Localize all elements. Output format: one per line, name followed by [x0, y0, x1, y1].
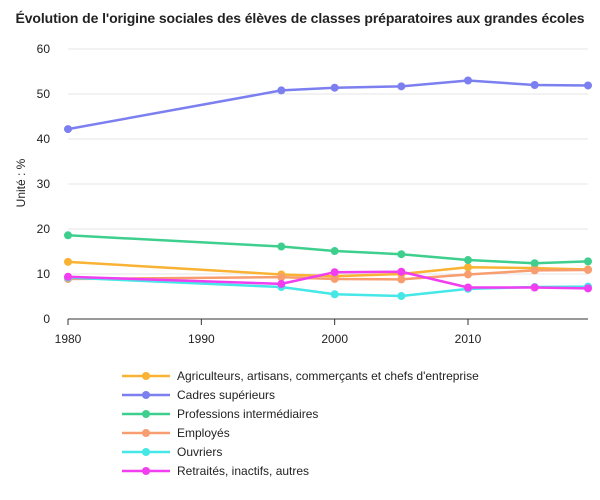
- data-point: [64, 257, 72, 266]
- legend-label: Ouvriers: [177, 445, 222, 459]
- y-tick-label: 30: [37, 177, 51, 191]
- data-point: [330, 268, 339, 277]
- data-point: [584, 265, 592, 274]
- legend: Agriculteurs, artisans, commerçants et c…: [122, 369, 479, 478]
- data-point: [530, 81, 539, 89]
- y-tick-label: 10: [37, 267, 51, 281]
- data-point: [64, 231, 72, 240]
- data-point: [464, 263, 472, 272]
- legend-label: Employés: [177, 426, 230, 440]
- legend-swatch-marker: [142, 467, 150, 475]
- series-line: [66, 79, 590, 131]
- legend-swatch-marker: [142, 391, 150, 399]
- x-tick-label: 2010: [455, 332, 482, 346]
- data-point: [530, 266, 539, 275]
- data-point: [64, 125, 72, 134]
- data-point: [277, 86, 286, 95]
- data-point: [64, 272, 72, 281]
- data-point: [277, 242, 286, 251]
- data-point: [397, 82, 406, 91]
- data-point: [277, 279, 286, 288]
- data-point: [584, 284, 592, 293]
- data-point: [397, 250, 406, 259]
- legend-label: Retraités, inactifs, autres: [177, 464, 309, 478]
- data-point: [464, 256, 472, 265]
- legend-label: Agriculteurs, artisans, commerçants et c…: [177, 369, 479, 383]
- data-point: [330, 83, 339, 92]
- y-tick-label: 20: [37, 222, 51, 236]
- data-point: [397, 267, 406, 276]
- data-point: [397, 275, 406, 284]
- data-point: [584, 81, 592, 90]
- legend-swatch-marker: [142, 372, 150, 380]
- data-point: [530, 283, 539, 292]
- legend-swatch-marker: [142, 448, 150, 456]
- data-point: [330, 274, 339, 283]
- legend-swatch-marker: [142, 410, 150, 418]
- data-point: [464, 270, 472, 279]
- y-axis-label: Unité : %: [14, 158, 28, 207]
- data-point: [330, 247, 339, 256]
- data-point: [530, 259, 539, 268]
- y-tick-label: 40: [37, 132, 51, 146]
- legend-label: Professions intermédiaires: [177, 407, 318, 421]
- legend-swatch-marker: [142, 429, 150, 437]
- chart-title: Évolution de l'origine sociales des élèv…: [15, 10, 585, 26]
- data-point: [277, 273, 286, 282]
- x-tick-label: 1980: [55, 332, 82, 346]
- data-point: [464, 76, 472, 85]
- y-tick-label: 50: [37, 87, 51, 101]
- x-tick-label: 1990: [188, 332, 215, 346]
- y-tick-label: 60: [37, 42, 51, 56]
- axes: 0 10 20 30 40 50 60 1980 1990 2000 2010: [37, 42, 588, 346]
- series-line: [66, 234, 590, 265]
- series-group: [64, 76, 592, 301]
- data-point: [464, 283, 472, 292]
- data-point: [330, 290, 339, 299]
- x-tick-label: 2000: [321, 332, 348, 346]
- data-point: [397, 292, 406, 301]
- legend-label: Cadres supérieurs: [177, 388, 275, 402]
- data-point: [584, 257, 592, 266]
- y-tick-label: 0: [43, 312, 50, 326]
